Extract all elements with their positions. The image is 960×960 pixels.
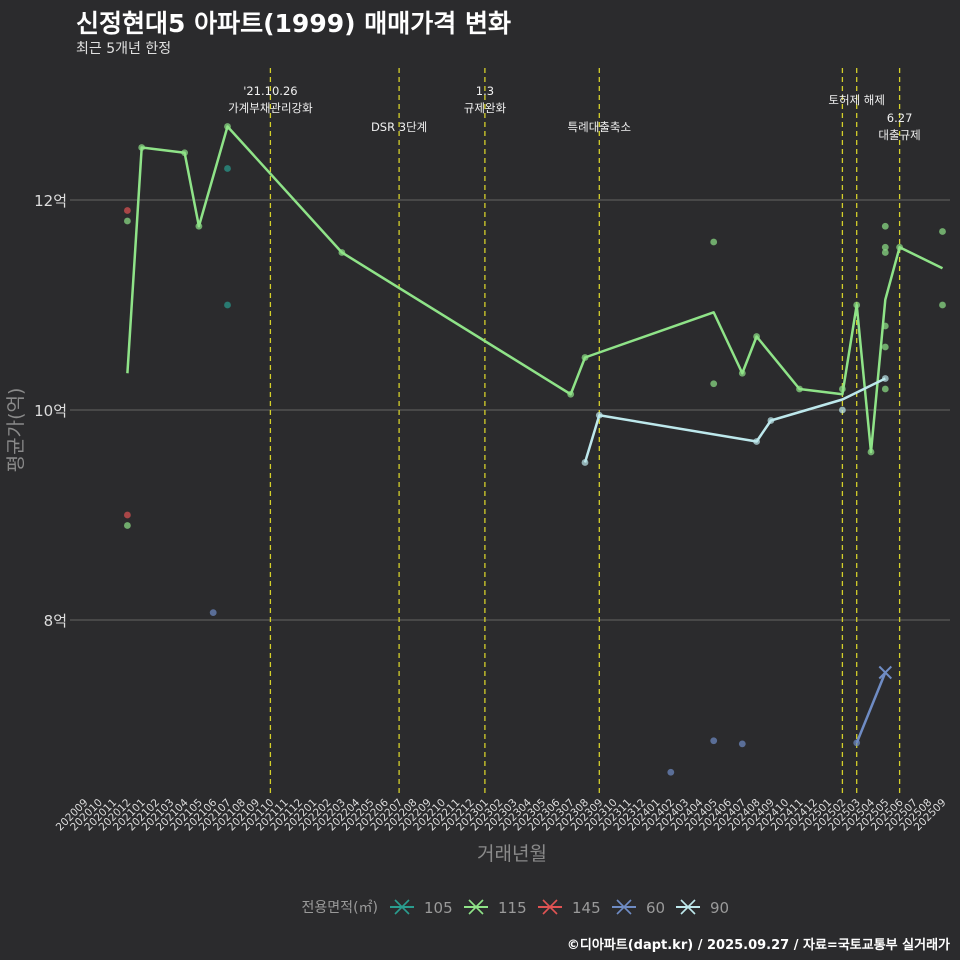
- data-point-115: [710, 238, 718, 246]
- data-point-115: [567, 390, 575, 398]
- data-point-115: [224, 123, 231, 130]
- data-point-115: [124, 522, 131, 529]
- data-point-105: [224, 301, 231, 309]
- data-point-115: [881, 343, 889, 351]
- data-point-115: [881, 222, 889, 230]
- data-point-115: [881, 385, 889, 393]
- data-point-115: [939, 301, 946, 309]
- series-line-60: [855, 672, 887, 744]
- data-point-115: [581, 354, 589, 361]
- series-line-90: [583, 377, 886, 463]
- data-point-115: [195, 222, 203, 230]
- data-point-115: [710, 380, 718, 388]
- data-point-90: [595, 411, 603, 419]
- legend-cross-60: [616, 899, 632, 915]
- data-point-115: [338, 249, 346, 256]
- legend-title: 전용면적(㎡): [302, 900, 378, 916]
- data-point-90: [881, 375, 889, 382]
- cross-marker-60: [878, 665, 893, 680]
- data-point-115: [738, 369, 746, 377]
- event-label: 토허제 해제: [828, 93, 885, 107]
- data-point-60: [710, 737, 718, 745]
- data-point-115: [839, 385, 846, 393]
- legend-label-60: 60: [646, 899, 665, 917]
- data-point-115: [867, 448, 875, 456]
- data-point-90: [767, 417, 775, 424]
- data-point-60: [209, 609, 217, 617]
- legend-cross-90: [680, 899, 696, 915]
- series-line-115: [126, 125, 944, 454]
- legend-label-145: 145: [572, 899, 601, 917]
- event-label: 1.3: [476, 84, 494, 98]
- event-label: 특례대출축소: [568, 120, 631, 134]
- event-label: 대출규제: [878, 128, 920, 142]
- data-point-105: [224, 165, 231, 172]
- data-point-115: [796, 385, 803, 393]
- data-point-115: [853, 301, 861, 309]
- y-tick-label: 10억: [34, 402, 67, 420]
- data-point-115: [181, 149, 189, 157]
- event-label: 가계부채관리강화: [228, 101, 313, 115]
- y-tick-label: 12억: [34, 192, 67, 210]
- data-point-60: [853, 739, 861, 747]
- data-point-115: [896, 243, 903, 251]
- legend-cross-105: [394, 899, 410, 915]
- data-point-60: [738, 740, 746, 748]
- legend-cross-115: [468, 899, 484, 915]
- data-point-115: [939, 228, 946, 235]
- chart-subtitle: 최근 5개년 한정: [76, 41, 172, 57]
- event-label: 규제완화: [464, 101, 507, 115]
- data-point-115: [753, 333, 760, 340]
- legend-cross-145: [542, 899, 558, 915]
- data-point-115: [138, 144, 146, 151]
- y-tick-label: 8억: [44, 612, 67, 630]
- data-point-60: [667, 768, 675, 776]
- event-label: DSR 3단계: [371, 120, 427, 134]
- data-point-145: [124, 511, 131, 519]
- data-point-115: [124, 217, 131, 225]
- data-point-90: [581, 459, 589, 466]
- event-label: 6.27: [887, 111, 913, 125]
- y-axis-title: 평균가(억): [5, 388, 27, 473]
- legend-label-115: 115: [498, 899, 527, 917]
- data-point-115: [881, 243, 889, 251]
- data-point-115: [881, 322, 889, 330]
- event-label: '21.10.26: [243, 84, 297, 98]
- data-point-145: [124, 207, 131, 214]
- x-axis-title: 거래년월: [477, 843, 547, 865]
- data-point-90: [753, 438, 760, 445]
- chart-title: 신정현대5 아파트(1999) 매매가격 변화: [76, 9, 511, 38]
- legend-label-90: 90: [710, 899, 729, 917]
- data-point-90: [839, 406, 846, 414]
- source-caption: ©디아파트(dapt.kr) / 2025.09.27 / 자료=국토교통부 실…: [566, 938, 950, 953]
- data-point-115: [881, 249, 889, 256]
- legend-label-105: 105: [424, 899, 453, 917]
